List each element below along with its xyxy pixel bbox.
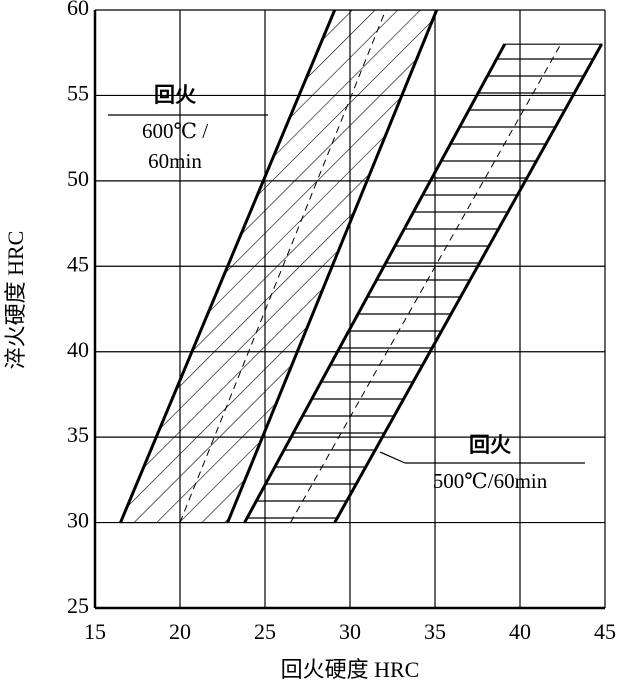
x-tick-label: 45 — [594, 619, 616, 644]
band-center-line — [290, 43, 562, 523]
annotation-text: 回火 — [154, 83, 196, 107]
annotation-text: 600℃ / — [142, 119, 208, 143]
band-edge — [119, 10, 337, 524]
annotation-text: 回火 — [469, 433, 511, 457]
x-tick-label: 25 — [254, 619, 276, 644]
plot-area — [119, 10, 603, 524]
y-axis-label: 淬火硬度 HRC — [3, 231, 28, 370]
band-center-line — [179, 10, 387, 523]
x-tick-label: 20 — [169, 619, 191, 644]
x-tick-label: 15 — [84, 619, 106, 644]
x-tick-label: 40 — [509, 619, 531, 644]
band-edge — [243, 43, 507, 524]
y-tick-label: 35 — [67, 422, 89, 447]
x-tick-label: 35 — [424, 619, 446, 644]
y-tick-label: 45 — [67, 251, 89, 276]
y-tick-label: 30 — [67, 508, 89, 533]
band-edge — [226, 10, 439, 524]
x-axis-label: 回火硬度 HRC — [281, 657, 420, 682]
annotation-text: 60min — [148, 149, 202, 173]
y-tick-label: 50 — [67, 166, 89, 191]
x-tick-label: 30 — [339, 619, 361, 644]
band-edge — [333, 43, 603, 524]
annotation-text: 500℃/60min — [433, 469, 548, 493]
y-tick-label: 60 — [67, 0, 89, 20]
y-tick-label: 25 — [67, 593, 89, 618]
annotation-leader — [379, 451, 406, 464]
y-tick-label: 55 — [67, 80, 89, 105]
y-tick-label: 40 — [67, 337, 89, 362]
